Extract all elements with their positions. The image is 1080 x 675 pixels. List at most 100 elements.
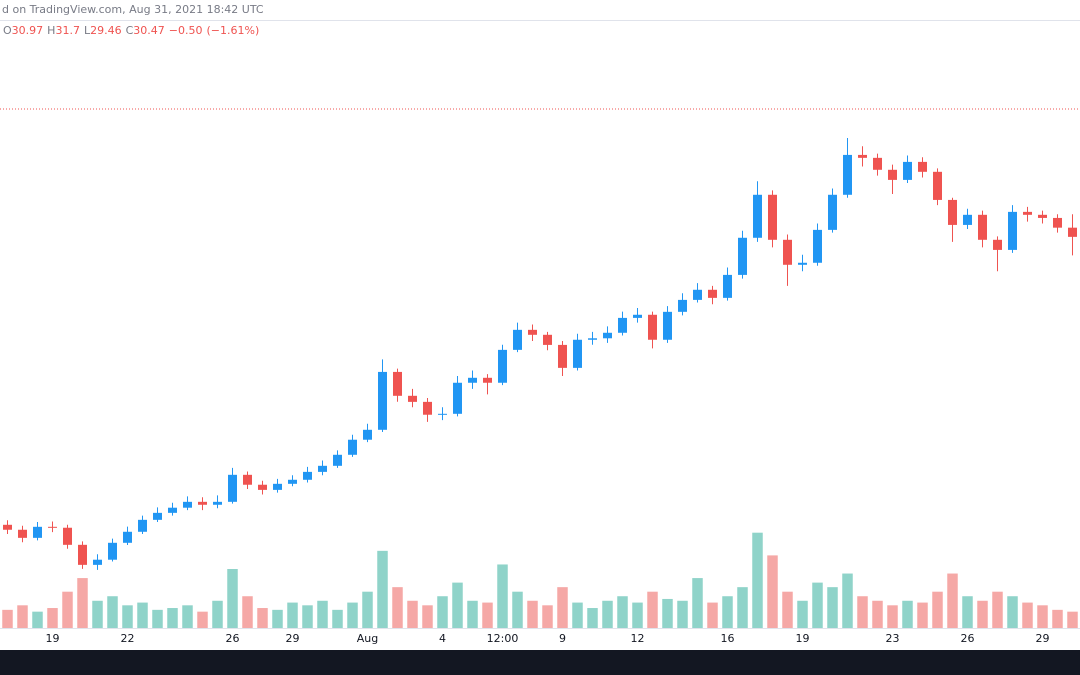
candle-body <box>78 544 87 565</box>
candle-body <box>798 262 807 265</box>
legend-value: 30.97 <box>12 24 44 37</box>
legend-change-pct: (−1.61%) <box>207 24 260 37</box>
candle-body <box>828 194 837 230</box>
volume-bar <box>47 608 58 628</box>
candle-body <box>1068 227 1077 237</box>
volume-bar <box>962 596 973 628</box>
candle-body <box>288 479 297 484</box>
candle-body <box>63 527 72 545</box>
volume-bar <box>932 591 943 628</box>
volume-bar <box>242 596 253 628</box>
candle-body <box>603 332 612 339</box>
candle-body <box>153 512 162 520</box>
volume-bar <box>62 591 73 628</box>
candle-body <box>678 299 687 312</box>
candle-body <box>573 339 582 368</box>
legend-value: 30.47 <box>133 24 165 37</box>
volume-bar <box>722 596 733 628</box>
x-tick-label: 19 <box>796 632 810 645</box>
candle-body <box>873 157 882 170</box>
candle-body <box>813 229 822 263</box>
candle-body <box>588 338 597 340</box>
candle-body <box>123 531 132 543</box>
candle-body <box>768 194 777 240</box>
volume-bar <box>617 596 628 628</box>
volume-bar <box>317 600 328 628</box>
candle-body <box>348 439 357 455</box>
volume-bar <box>2 609 13 628</box>
volume-bar <box>917 602 928 628</box>
candle-body <box>303 471 312 480</box>
candle-body <box>453 382 462 414</box>
candle-body <box>213 501 222 505</box>
volume-bar <box>557 587 568 628</box>
x-tick-label: Aug <box>357 632 378 645</box>
candle-body <box>528 329 537 335</box>
volume-bar <box>302 605 313 628</box>
candle-body <box>888 169 897 180</box>
volume-bar <box>827 587 838 628</box>
volume-bar <box>602 600 613 628</box>
volume-bar <box>497 564 508 628</box>
candle-body <box>3 524 12 530</box>
candle-body <box>228 474 237 502</box>
candle-body <box>468 377 477 383</box>
volume-bar <box>752 532 763 628</box>
volume-bar <box>152 609 163 628</box>
x-tick-label: 29 <box>286 632 300 645</box>
volume-bar <box>1052 609 1063 628</box>
legend-value: 31.7 <box>55 24 80 37</box>
candle-body <box>663 311 672 340</box>
volume-bar <box>947 573 958 628</box>
candle-body <box>333 454 342 466</box>
legend-value: 29.46 <box>90 24 122 37</box>
candle-body <box>318 465 327 472</box>
volume-bar <box>197 611 208 628</box>
candle-body <box>138 519 147 532</box>
volume-bar <box>767 555 778 628</box>
volume-bar <box>257 608 268 628</box>
candle-body <box>93 559 102 565</box>
candle-body <box>1038 214 1047 218</box>
volume-bar <box>1067 611 1078 628</box>
volume-bar <box>212 600 223 628</box>
volume-bar <box>992 591 1003 628</box>
x-tick-label: 12:00 <box>487 632 519 645</box>
volume-bar <box>167 608 178 628</box>
volume-bar <box>842 573 853 628</box>
x-tick-label: 4 <box>439 632 446 645</box>
candle-body <box>513 329 522 350</box>
candle-body <box>723 274 732 298</box>
volume-bar <box>407 600 418 628</box>
candle-body <box>108 542 117 560</box>
volume-bar <box>587 608 598 628</box>
candle-body <box>408 395 417 402</box>
volume-bar <box>92 600 103 628</box>
volume-bar <box>512 591 523 628</box>
volume-bar <box>362 591 373 628</box>
x-tick-label: 12 <box>631 632 645 645</box>
volume-bar <box>542 605 553 628</box>
candle-body <box>438 413 447 415</box>
candle-body <box>1023 211 1032 215</box>
candle-body <box>543 334 552 345</box>
volume-bar <box>1022 602 1033 628</box>
candle-body <box>843 154 852 195</box>
candle-body <box>1053 217 1062 228</box>
x-tick-label: 29 <box>1036 632 1050 645</box>
volume-bar <box>527 600 538 628</box>
volume-bar <box>422 605 433 628</box>
volume-bar <box>137 602 148 628</box>
x-tick-label: 23 <box>886 632 900 645</box>
volume-bar <box>677 600 688 628</box>
volume-bar <box>452 582 463 628</box>
x-tick-label: 19 <box>46 632 60 645</box>
volume-bar <box>272 609 283 628</box>
ohlc-legend: O30.97 H31.7 L29.46 C30.47 −0.50 (−1.61%) <box>3 24 259 37</box>
volume-bar <box>812 582 823 628</box>
candle-body <box>708 289 717 298</box>
volume-bar <box>737 587 748 628</box>
candle-body <box>258 484 267 490</box>
candle-body <box>738 237 747 275</box>
watermark-text: d on TradingView.com, Aug 31, 2021 18:42… <box>2 3 264 16</box>
